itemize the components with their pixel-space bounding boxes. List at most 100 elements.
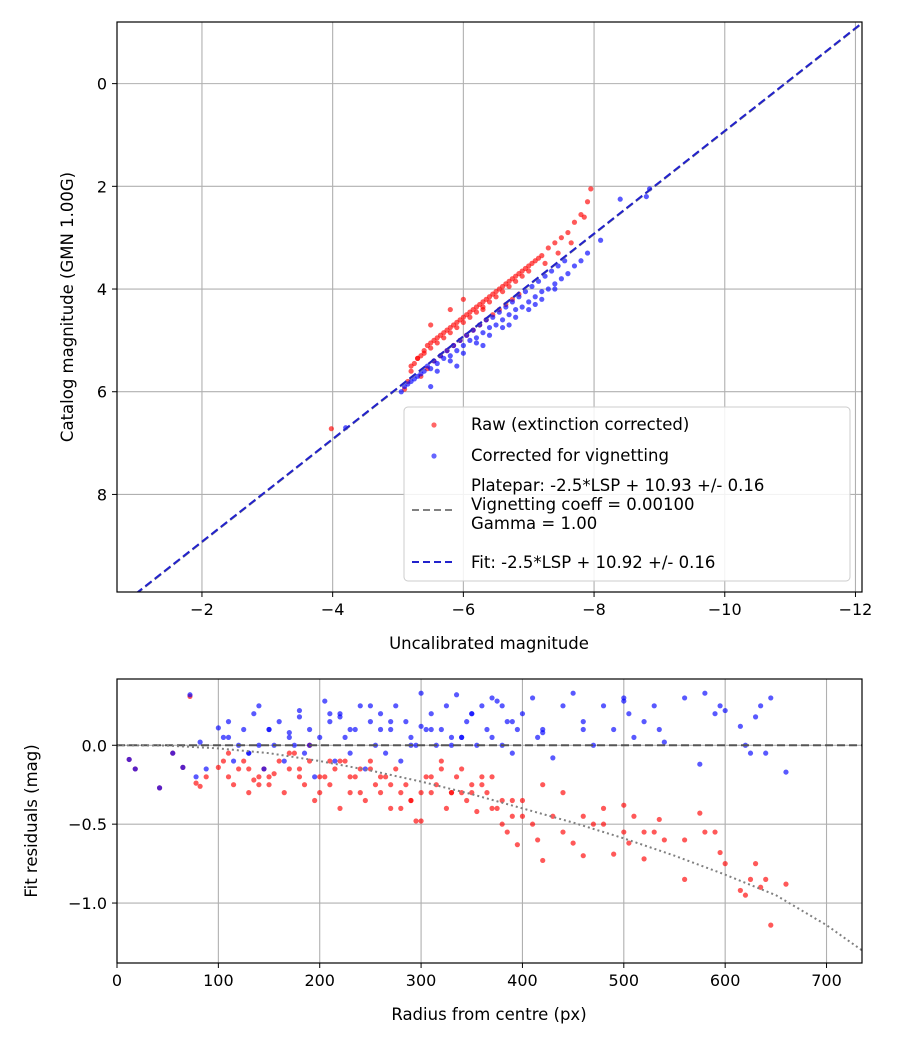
data-point-raw — [513, 278, 519, 284]
data-point-corrected — [454, 363, 460, 369]
data-point-raw — [509, 797, 515, 804]
data-point-raw — [552, 240, 558, 246]
data-point-raw — [241, 758, 247, 764]
data-point-corrected — [474, 742, 480, 748]
data-point-corrected — [383, 750, 389, 756]
legend-platepar-line: Vignetting coeff = 0.00100 — [471, 495, 695, 514]
data-point-raw — [763, 876, 769, 882]
data-point-corrected — [132, 766, 138, 772]
data-point-raw — [342, 758, 348, 764]
data-point-raw — [555, 250, 561, 256]
plot-area — [117, 690, 862, 952]
data-point-corrected — [600, 703, 607, 709]
data-point-corrected — [418, 723, 424, 729]
data-point-corrected — [499, 317, 506, 323]
data-point-raw — [347, 790, 353, 796]
data-point-corrected — [522, 288, 529, 295]
data-point-raw — [560, 790, 566, 796]
data-point-corrected — [540, 730, 546, 736]
data-point-corrected — [504, 719, 510, 725]
data-point-raw — [438, 758, 444, 764]
data-point-corrected — [464, 719, 470, 725]
data-point-raw — [372, 782, 379, 788]
data-point-raw — [631, 813, 637, 819]
data-point-corrected — [621, 695, 627, 701]
data-point-raw — [357, 766, 363, 772]
x-tick-label: 0 — [112, 971, 122, 990]
data-point-corrected — [398, 389, 404, 395]
bottom-x-axis-label: Radius from centre (px) — [391, 1005, 586, 1024]
data-point-raw — [448, 790, 455, 796]
y-tick-label: −1.0 — [68, 894, 107, 913]
data-point-raw — [236, 766, 242, 772]
data-point-corrected — [443, 703, 450, 709]
data-point-raw — [225, 750, 232, 756]
data-point-corrected — [532, 301, 538, 308]
x-tick-label: −8 — [582, 600, 606, 619]
y-tick-label: 0 — [97, 75, 107, 94]
data-point-corrected — [241, 726, 247, 733]
data-point-raw — [580, 813, 586, 819]
data-point-raw — [266, 774, 272, 780]
data-point-raw — [362, 797, 368, 804]
data-point-raw — [535, 837, 541, 843]
data-point-raw — [306, 758, 313, 764]
x-tick-label: 300 — [406, 971, 437, 990]
y-tick-label: 2 — [97, 177, 107, 196]
data-point-corrected — [453, 692, 460, 698]
data-point-raw — [398, 790, 404, 796]
data-point-raw — [682, 876, 688, 882]
data-point-corrected — [266, 726, 272, 733]
data-point-raw — [560, 829, 566, 835]
data-point-corrected — [428, 726, 434, 733]
data-point-corrected — [447, 353, 453, 359]
data-point-corrected — [256, 742, 262, 748]
data-point-raw — [600, 805, 607, 811]
data-point-corrected — [490, 314, 496, 320]
data-point-raw — [454, 324, 460, 331]
data-point-corrected — [424, 363, 431, 369]
data-point-raw — [479, 782, 485, 788]
data-point-raw — [469, 782, 475, 788]
data-point-corrected — [651, 703, 657, 709]
data-point-raw — [203, 774, 209, 780]
data-point-raw — [499, 797, 505, 804]
data-point-raw — [540, 782, 546, 788]
data-point-corrected — [489, 695, 495, 701]
data-point-corrected — [197, 739, 203, 745]
data-point-raw — [506, 283, 512, 290]
data-point-raw — [327, 782, 333, 788]
data-point-corrected — [193, 774, 199, 780]
data-point-raw — [377, 790, 384, 796]
top-y-axis-label: Catalog magnitude (GMN 1.00G) — [58, 172, 77, 442]
data-point-corrected — [403, 719, 409, 725]
data-point-corrected — [584, 250, 591, 256]
data-point-raw — [377, 774, 384, 780]
data-point-corrected — [170, 750, 176, 756]
data-point-corrected — [529, 283, 535, 290]
top-ticks: −2 −4 −6 −8 −10 −12 0 2 4 6 8 — [97, 75, 873, 619]
data-point-raw — [291, 750, 297, 756]
data-point-corrected — [203, 766, 209, 772]
data-point-raw — [428, 345, 434, 351]
data-point-raw — [504, 829, 510, 835]
data-point-corrected — [411, 376, 417, 382]
data-point-corrected — [580, 719, 586, 725]
x-tick-label: −4 — [321, 600, 345, 619]
data-point-corrected — [499, 324, 506, 331]
data-point-corrected — [327, 719, 333, 725]
data-point-raw — [584, 199, 591, 205]
x-tick-label: −6 — [452, 600, 476, 619]
data-point-raw — [441, 335, 447, 341]
data-point-raw — [473, 309, 480, 315]
data-point-corrected — [529, 695, 536, 701]
data-point-raw — [737, 887, 743, 894]
y-tick-label: 8 — [97, 485, 107, 504]
data-point-raw — [281, 790, 287, 796]
data-point-corrected — [393, 703, 399, 709]
data-point-corrected — [763, 750, 769, 756]
data-point-corrected — [545, 286, 551, 292]
data-point-raw — [489, 805, 495, 811]
data-point-corrected — [526, 306, 532, 313]
